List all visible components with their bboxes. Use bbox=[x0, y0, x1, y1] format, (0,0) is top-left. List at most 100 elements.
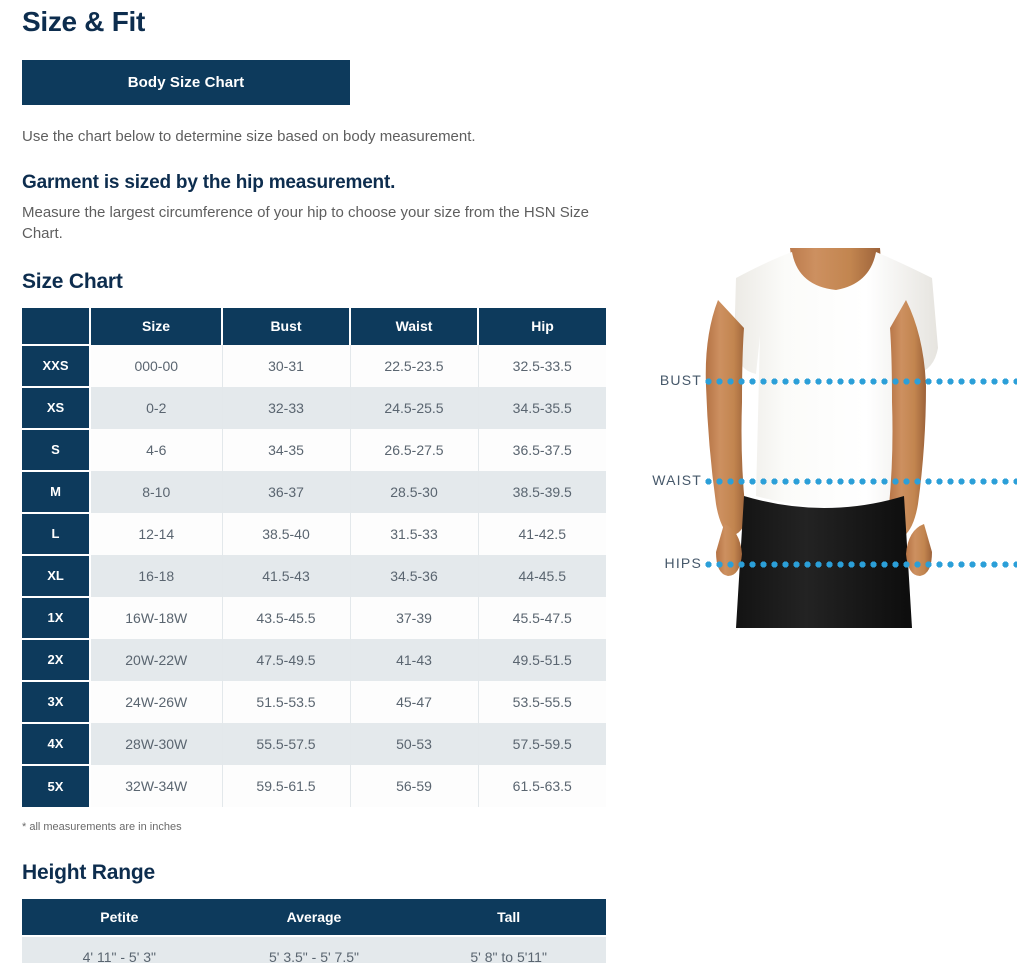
cell-size: 20W-22W bbox=[90, 638, 223, 681]
size-chart-header-waist: Waist bbox=[350, 307, 479, 345]
size-chart-header-size: Size bbox=[90, 307, 223, 345]
height-range-header-row: Petite Average Tall bbox=[22, 898, 606, 936]
cell-size: 000-00 bbox=[90, 344, 223, 387]
table-row: 5X 32W-34W 59.5-61.5 56-59 61.5-63.5 bbox=[22, 763, 606, 807]
bust-measurement-dotted-line bbox=[705, 378, 1017, 385]
row-label: 2X bbox=[22, 637, 91, 681]
height-value-tall: 5' 8" to 5'11" bbox=[411, 934, 606, 963]
cell-bust: 38.5-40 bbox=[222, 512, 351, 555]
cell-bust: 47.5-49.5 bbox=[222, 638, 351, 681]
cell-bust: 30-31 bbox=[222, 344, 351, 387]
cell-hip: 53.5-55.5 bbox=[478, 680, 606, 723]
sized-by-heading: Garment is sized by the hip measurement. bbox=[22, 172, 396, 194]
body-size-chart-tab-button[interactable]: Body Size Chart bbox=[22, 60, 350, 105]
height-range-heading: Height Range bbox=[22, 860, 155, 884]
page-title: Size & Fit bbox=[22, 6, 146, 37]
table-row: XS 0-2 32-33 24.5-25.5 34.5-35.5 bbox=[22, 385, 606, 429]
cell-hip: 38.5-39.5 bbox=[478, 470, 606, 513]
table-row: 1X 16W-18W 43.5-45.5 37-39 45.5-47.5 bbox=[22, 595, 606, 639]
cell-bust: 41.5-43 bbox=[222, 554, 351, 597]
cell-bust: 51.5-53.5 bbox=[222, 680, 351, 723]
table-row: L 12-14 38.5-40 31.5-33 41-42.5 bbox=[22, 511, 606, 555]
height-header-petite: Petite bbox=[22, 898, 217, 936]
cell-size: 12-14 bbox=[90, 512, 223, 555]
cell-bust: 36-37 bbox=[222, 470, 351, 513]
table-row: XL 16-18 41.5-43 34.5-36 44-45.5 bbox=[22, 553, 606, 597]
size-chart-heading: Size Chart bbox=[22, 269, 123, 293]
model-body-illustration bbox=[705, 248, 938, 628]
waist-measurement-dotted-line bbox=[705, 478, 1017, 485]
row-label: 4X bbox=[22, 721, 91, 765]
cell-bust: 43.5-45.5 bbox=[222, 596, 351, 639]
height-value-petite: 4' 11" - 5' 3" bbox=[22, 934, 217, 963]
cell-hip: 44-45.5 bbox=[478, 554, 606, 597]
size-chart-header-hip: Hip bbox=[478, 307, 606, 345]
size-chart-table: Size Bust Waist Hip XXS 000-00 30-31 22.… bbox=[22, 307, 606, 807]
cell-hip: 32.5-33.5 bbox=[478, 344, 606, 387]
cell-waist: 34.5-36 bbox=[350, 554, 479, 597]
height-range-table: Petite Average Tall 4' 11" - 5' 3" 5' 3.… bbox=[22, 898, 606, 963]
cell-hip: 57.5-59.5 bbox=[478, 722, 606, 765]
cell-waist: 22.5-23.5 bbox=[350, 344, 479, 387]
cell-hip: 49.5-51.5 bbox=[478, 638, 606, 681]
use-chart-description: Use the chart below to determine size ba… bbox=[22, 128, 476, 145]
size-chart-header-row: Size Bust Waist Hip bbox=[22, 307, 606, 345]
cell-bust: 32-33 bbox=[222, 386, 351, 429]
size-chart-header-corner bbox=[22, 307, 91, 345]
cell-size: 24W-26W bbox=[90, 680, 223, 723]
cell-size: 28W-30W bbox=[90, 722, 223, 765]
row-label: 3X bbox=[22, 679, 91, 723]
waist-measurement-label: WAIST bbox=[652, 472, 702, 488]
cell-hip: 45.5-47.5 bbox=[478, 596, 606, 639]
cell-size: 32W-34W bbox=[90, 764, 223, 807]
cell-size: 0-2 bbox=[90, 386, 223, 429]
cell-waist: 31.5-33 bbox=[350, 512, 479, 555]
cell-waist: 37-39 bbox=[350, 596, 479, 639]
height-value-average: 5' 3.5" - 5' 7.5" bbox=[216, 934, 412, 963]
cell-waist: 41-43 bbox=[350, 638, 479, 681]
cell-waist: 50-53 bbox=[350, 722, 479, 765]
height-header-tall: Tall bbox=[411, 898, 606, 936]
cell-bust: 59.5-61.5 bbox=[222, 764, 351, 807]
cell-size: 16-18 bbox=[90, 554, 223, 597]
row-label: 5X bbox=[22, 763, 91, 807]
row-label: XS bbox=[22, 385, 91, 429]
row-label: L bbox=[22, 511, 91, 555]
height-header-average: Average bbox=[216, 898, 412, 936]
cell-waist: 26.5-27.5 bbox=[350, 428, 479, 471]
cell-waist: 24.5-25.5 bbox=[350, 386, 479, 429]
cell-hip: 36.5-37.5 bbox=[478, 428, 606, 471]
row-label: XL bbox=[22, 553, 91, 597]
cell-size: 4-6 bbox=[90, 428, 223, 471]
cell-bust: 55.5-57.5 bbox=[222, 722, 351, 765]
cell-hip: 41-42.5 bbox=[478, 512, 606, 555]
hips-measurement-dotted-line bbox=[705, 561, 1017, 568]
measurements-footnote: * all measurements are in inches bbox=[22, 820, 182, 833]
row-label: XXS bbox=[22, 343, 91, 387]
cell-size: 16W-18W bbox=[90, 596, 223, 639]
cell-waist: 28.5-30 bbox=[350, 470, 479, 513]
left-content-column: Size & Fit Body Size Chart Use the chart… bbox=[22, 0, 622, 963]
cell-hip: 34.5-35.5 bbox=[478, 386, 606, 429]
bust-measurement-label: BUST bbox=[659, 372, 702, 388]
table-row: 3X 24W-26W 51.5-53.5 45-47 53.5-55.5 bbox=[22, 679, 606, 723]
cell-waist: 56-59 bbox=[350, 764, 479, 807]
table-row: XXS 000-00 30-31 22.5-23.5 32.5-33.5 bbox=[22, 343, 606, 387]
cell-hip: 61.5-63.5 bbox=[478, 764, 606, 807]
hips-measurement-label: HIPS bbox=[664, 555, 702, 571]
row-label: 1X bbox=[22, 595, 91, 639]
table-row: 4' 11" - 5' 3" 5' 3.5" - 5' 7.5" 5' 8" t… bbox=[22, 934, 606, 963]
table-row: 2X 20W-22W 47.5-49.5 41-43 49.5-51.5 bbox=[22, 637, 606, 681]
cell-size: 8-10 bbox=[90, 470, 223, 513]
table-row: S 4-6 34-35 26.5-27.5 36.5-37.5 bbox=[22, 427, 606, 471]
measure-instruction-text: Measure the largest circumference of you… bbox=[22, 204, 589, 242]
cell-waist: 45-47 bbox=[350, 680, 479, 723]
table-row: 4X 28W-30W 55.5-57.5 50-53 57.5-59.5 bbox=[22, 721, 606, 765]
cell-bust: 34-35 bbox=[222, 428, 351, 471]
table-row: M 8-10 36-37 28.5-30 38.5-39.5 bbox=[22, 469, 606, 513]
body-measurement-diagram: BUST WAIST HIPS bbox=[640, 248, 1024, 628]
row-label: M bbox=[22, 469, 91, 513]
size-chart-header-bust: Bust bbox=[222, 307, 351, 345]
row-label: S bbox=[22, 427, 91, 471]
